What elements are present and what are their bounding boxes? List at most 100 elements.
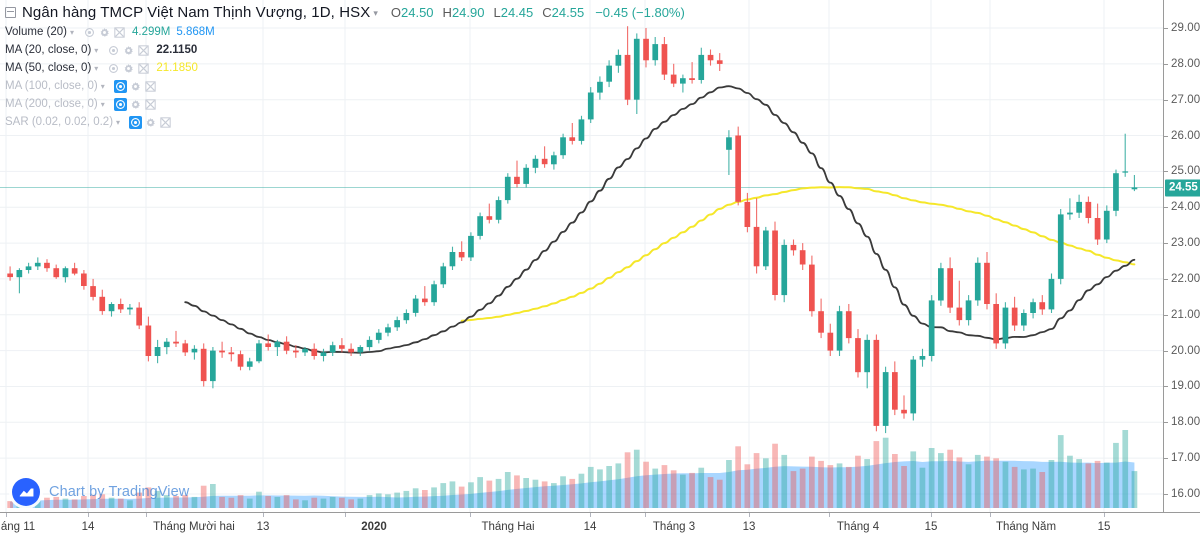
- time-tick-label: Tháng 3: [652, 521, 696, 533]
- price-tick-label: 27.00: [1171, 93, 1200, 106]
- legend-icon-group: [107, 62, 150, 75]
- price-tick: [1164, 171, 1168, 173]
- price-tick: [1164, 28, 1168, 29]
- close-icon[interactable]: [137, 44, 150, 57]
- time-tick-label: 14: [583, 521, 597, 533]
- time-tick: [146, 513, 147, 517]
- time-tick-label: áng 11: [0, 521, 36, 533]
- chevron-down-icon[interactable]: ▾: [373, 8, 378, 18]
- price-tick-label: 20.00: [1171, 344, 1200, 357]
- price-tick: [1164, 243, 1168, 245]
- eye-icon[interactable]: [113, 79, 127, 93]
- price-tick-label: 29.00: [1171, 22, 1200, 34]
- legend-study-rows: Volume (20) ▾ 4.299M 5.868M MA (20, close, 0…: [5, 23, 685, 131]
- time-tick-label: Tháng Năm: [995, 521, 1057, 533]
- legend-icon-group: [83, 26, 126, 39]
- time-tick: [990, 513, 991, 517]
- collapse-box-icon[interactable]: [5, 7, 16, 18]
- time-tick-label: 13: [742, 521, 756, 533]
- ohlc-key-c: C: [542, 4, 552, 20]
- price-tick-label: 19.00: [1171, 380, 1200, 393]
- price-tick: [1164, 135, 1168, 137]
- legend-study-name: MA (50, close, 0): [5, 62, 92, 74]
- legend-icon-group: [113, 97, 157, 111]
- gear-icon[interactable]: [98, 26, 111, 39]
- time-tick-label: Tháng Hai: [481, 521, 535, 533]
- legend-icon-group: [107, 44, 150, 57]
- legend-study-name: MA (200, close, 0): [5, 98, 98, 110]
- price-tick-label: 21.00: [1171, 308, 1200, 321]
- price-tick-label: 24.00: [1171, 201, 1200, 214]
- legend-row-3[interactable]: MA (100, close, 0) ▾: [5, 77, 685, 95]
- current-price-badge[interactable]: 24.55: [1165, 179, 1200, 196]
- legend-row-2[interactable]: MA (50, close, 0) ▾ 21.1850: [5, 59, 685, 77]
- legend-symbol-row[interactable]: Ngân hàng TMCP Việt Nam Thịnh Vượng, 1D,…: [5, 2, 685, 23]
- time-tick-label: Tháng Mười hai: [153, 521, 235, 533]
- chevron-down-icon[interactable]: ▾: [100, 82, 105, 91]
- ohlc-key-o: O: [390, 4, 401, 20]
- eye-icon[interactable]: [113, 97, 127, 111]
- eye-icon[interactable]: [107, 44, 120, 57]
- legend-row-0[interactable]: Volume (20) ▾ 4.299M 5.868M: [5, 23, 685, 41]
- legend-icon-group: [113, 79, 157, 93]
- eye-icon[interactable]: [129, 115, 143, 129]
- price-tick: [1164, 314, 1168, 316]
- legend-study-name: Volume (20): [5, 26, 68, 38]
- close-icon[interactable]: [137, 62, 150, 75]
- time-tick: [88, 513, 89, 517]
- ohlc-value-c: 24.55: [551, 4, 585, 20]
- close-icon[interactable]: [144, 80, 157, 93]
- eye-icon[interactable]: [107, 62, 120, 75]
- gear-icon[interactable]: [122, 62, 135, 75]
- close-icon[interactable]: [113, 26, 126, 39]
- time-tick: [931, 513, 932, 517]
- chevron-down-icon[interactable]: ▾: [94, 46, 99, 55]
- time-tick-label: 13: [256, 521, 270, 533]
- chart-plot-area[interactable]: [0, 0, 1163, 512]
- time-tick-label: Tháng 4: [836, 521, 880, 533]
- gear-icon[interactable]: [144, 116, 157, 129]
- price-tick-label: 28.00: [1171, 57, 1200, 70]
- chevron-down-icon[interactable]: ▾: [100, 100, 105, 109]
- price-tick-label: 22.00: [1171, 272, 1200, 285]
- time-tick: [345, 513, 346, 517]
- ohlc-values: O24.50 H24.90 L24.45 C24.55: [382, 4, 584, 22]
- close-icon[interactable]: [159, 116, 172, 129]
- legend-row-5[interactable]: SAR (0.02, 0.02, 0.2) ▾: [5, 113, 685, 131]
- eye-icon[interactable]: [83, 26, 96, 39]
- gear-icon[interactable]: [122, 44, 135, 57]
- chevron-down-icon[interactable]: ▾: [116, 118, 121, 127]
- chart-legend: Ngân hàng TMCP Việt Nam Thịnh Vượng, 1D,…: [5, 2, 685, 131]
- price-tick-label: 16.00: [1171, 488, 1200, 500]
- time-tick: [590, 513, 591, 517]
- chevron-down-icon[interactable]: ▾: [70, 28, 75, 37]
- time-tick: [6, 513, 7, 517]
- legend-icon-group: [129, 115, 172, 129]
- time-tick-label: 14: [81, 521, 95, 533]
- time-tick: [1104, 513, 1105, 517]
- symbol-title: Ngân hàng TMCP Việt Nam Thịnh Vượng, 1D,…: [22, 4, 371, 21]
- price-tick: [1164, 207, 1168, 209]
- legend-row-4[interactable]: MA (200, close, 0) ▾: [5, 95, 685, 113]
- ohlc-value-h: 24.90: [451, 4, 485, 20]
- price-tick: [1164, 278, 1168, 280]
- time-tick-label: 15: [1097, 521, 1111, 533]
- price-tick: [1164, 386, 1168, 388]
- ohlc-key-h: H: [442, 4, 452, 20]
- ohlc-value-l: 24.45: [500, 4, 534, 20]
- close-icon[interactable]: [144, 98, 157, 111]
- chevron-down-icon[interactable]: ▾: [94, 64, 99, 73]
- price-tick-label: 23.00: [1171, 237, 1200, 250]
- price-tick: [1164, 63, 1168, 65]
- time-tick: [749, 513, 750, 517]
- price-tick-label: 26.00: [1171, 129, 1200, 142]
- gear-icon[interactable]: [129, 98, 142, 111]
- price-axis[interactable]: 29.00 28.00 27.00 26.00 25.00 24.00 23.00 22.00…: [1163, 0, 1200, 512]
- gear-icon[interactable]: [129, 80, 142, 93]
- time-axis[interactable]: áng 11 14 Tháng Mười hai 13 2020 Tháng Hai 14 T…: [0, 512, 1200, 539]
- legend-row-1[interactable]: MA (20, close, 0) ▾ 22.1150: [5, 41, 685, 59]
- time-tick: [645, 513, 646, 517]
- legend-value-0: 21.1850: [156, 62, 198, 74]
- price-tick: [1164, 422, 1168, 424]
